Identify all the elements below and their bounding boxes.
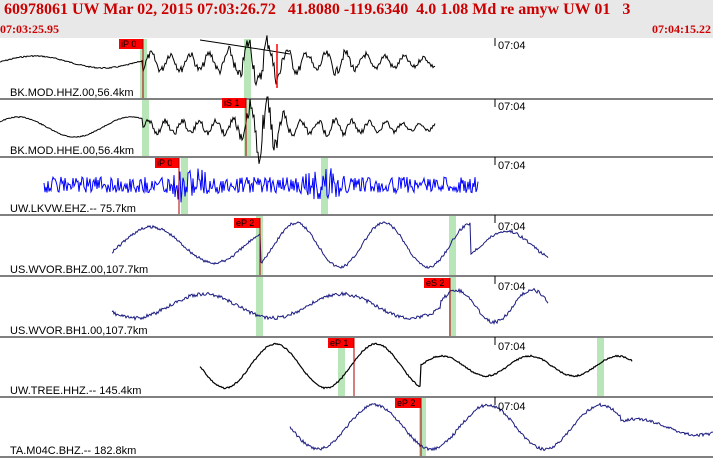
start-time: 07:03:25.95 [0,22,59,36]
station-label: UW.TREE.HHZ.-- 145.4km [10,385,141,397]
station-label: UW.LKVW.EHZ.-- 75.7km [10,203,136,215]
time-tick-label: 07:04 [498,341,526,353]
waveform-trace [111,287,549,325]
time-tick-label: 07:04 [498,160,526,172]
waveform-trace [0,96,436,164]
pick-flag[interactable]: eP 2 [395,398,422,456]
svg-text:eP 2: eP 2 [397,398,415,408]
pick-flag[interactable]: eP 2 [234,218,261,275]
waveform-trace [199,342,633,390]
svg-text:eS 2: eS 2 [426,278,445,288]
station-label: TA.M04C.BHZ.-- 182.8km [10,445,136,457]
time-tick-label: 07:04 [498,221,526,233]
svg-text:eP 1: eP 1 [330,338,348,348]
time-tick-label: 07:04 [498,281,526,293]
station-label: BK.MOD.HHZ.00,56.4km [10,87,133,99]
pick-flag[interactable]: iS 1 [222,98,247,156]
pick-flag[interactable]: iP 0 [119,39,144,98]
station-label: US.WVOR.BH1.00,107.7km [10,325,148,337]
event-header: 60978061 UW Mar 02, 2015 07:03:26.72 41.… [0,0,713,38]
waveform-trace [289,402,713,452]
pick-flag[interactable]: eP 1 [328,338,355,396]
time-tick-label: 07:04 [498,40,526,52]
svg-text:iP 0: iP 0 [121,39,136,49]
waveform-trace [111,221,549,269]
station-label: US.WVOR.BHZ.00,107.7km [10,264,148,276]
svg-text:eP 2: eP 2 [236,218,254,228]
time-tick-label: 07:04 [498,401,526,413]
waveform-trace [0,35,436,87]
arrival-curve [199,39,291,55]
station-label: BK.MOD.HHE.00,56.4km [10,145,134,157]
pick-flag[interactable]: iP 0 [155,158,180,214]
event-title: 60978061 UW Mar 02, 2015 07:03:26.72 41.… [4,1,631,18]
pick-flag[interactable]: eS 2 [424,278,451,336]
end-time: 07:04:15.22 [652,22,711,36]
svg-text:iP 0: iP 0 [157,158,172,168]
waveform-trace [43,168,479,203]
svg-text:iS 1: iS 1 [224,98,240,108]
time-tick-label: 07:04 [498,101,526,113]
